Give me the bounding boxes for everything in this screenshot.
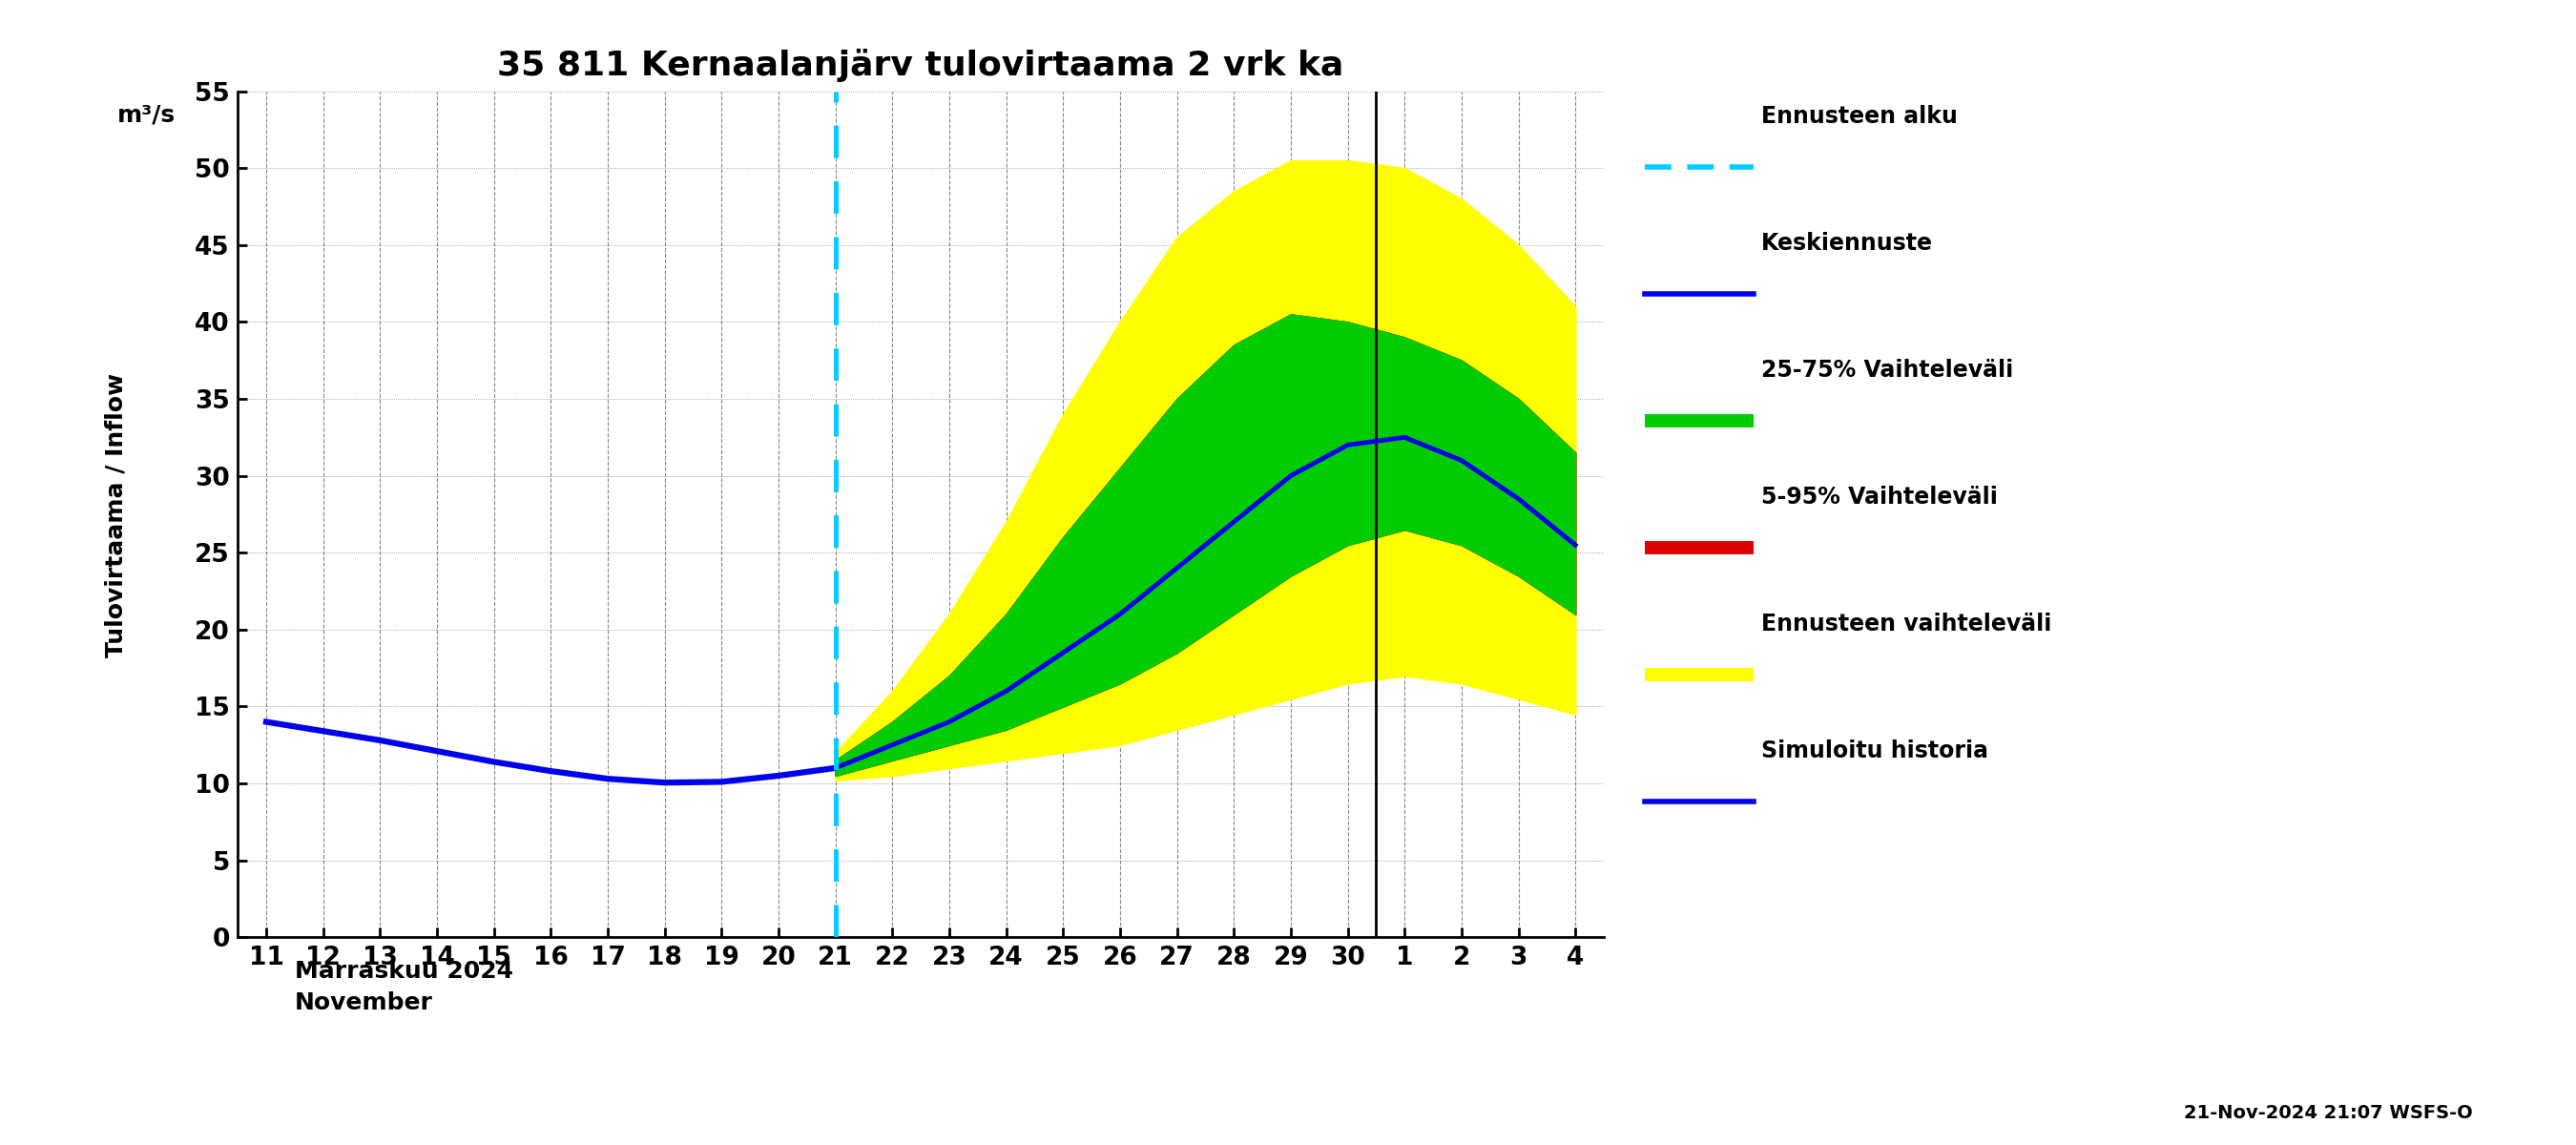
Text: Marraskuu 2024: Marraskuu 2024: [294, 961, 513, 984]
Text: Tulovirtaama / Inflow: Tulovirtaama / Inflow: [106, 373, 126, 657]
Text: Keskiennuste: Keskiennuste: [1762, 232, 1932, 255]
Text: Ennusteen vaihteleväli: Ennusteen vaihteleväli: [1762, 613, 2050, 635]
Text: Ennusteen alku: Ennusteen alku: [1762, 105, 1958, 128]
Text: 21-Nov-2024 21:07 WSFS-O: 21-Nov-2024 21:07 WSFS-O: [2184, 1104, 2473, 1122]
Title: 35 811 Kernaalanjärv tulovirtaama 2 vrk ka: 35 811 Kernaalanjärv tulovirtaama 2 vrk …: [497, 48, 1345, 82]
Text: 5-95% Vaihteleväli: 5-95% Vaihteleväli: [1762, 485, 1996, 508]
Text: m³/s: m³/s: [118, 103, 175, 126]
Text: 25-75% Vaihteleväli: 25-75% Vaihteleväli: [1762, 360, 2012, 382]
Text: November: November: [294, 992, 433, 1014]
Text: Simuloitu historia: Simuloitu historia: [1762, 740, 1989, 763]
